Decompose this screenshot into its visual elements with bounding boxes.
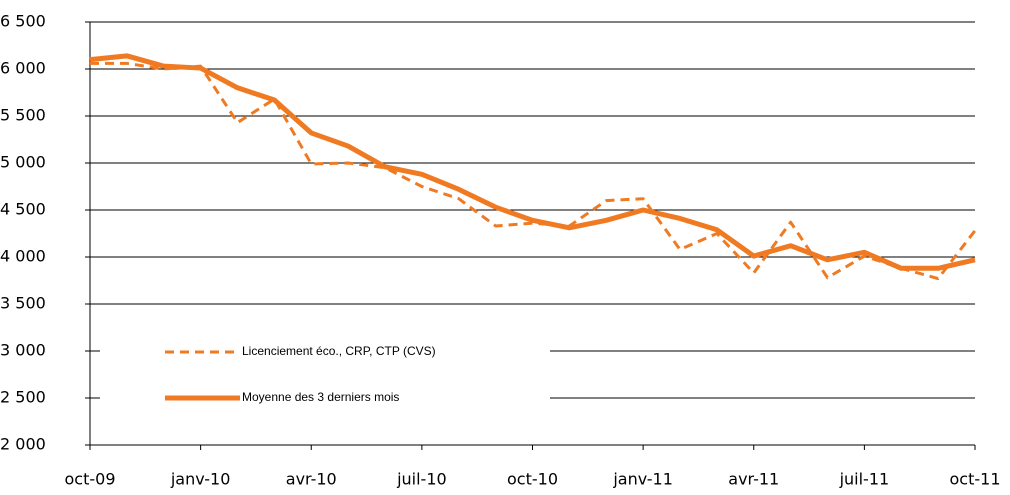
- y-tick-label: 2 000: [0, 435, 46, 454]
- x-tick-label: oct-11: [950, 470, 1001, 489]
- x-tick-label: oct-10: [507, 470, 558, 489]
- y-tick-label: 3 000: [0, 341, 46, 360]
- y-tick-label: 6 500: [0, 12, 46, 31]
- line-series: [90, 61, 977, 281]
- y-tick-label: 3 500: [0, 294, 46, 313]
- y-tick-label: 2 500: [0, 388, 46, 407]
- legend-label: Moyenne des 3 derniers mois: [242, 390, 399, 404]
- y-tick-label: 5 000: [0, 153, 46, 172]
- y-tick-label: 4 000: [0, 247, 46, 266]
- x-tick-label: oct-09: [65, 470, 116, 489]
- x-tick-label: avr-11: [728, 470, 779, 489]
- x-tick-label: juil-10: [396, 470, 447, 489]
- legend-label: Licenciement éco., CRP, CTP (CVS): [242, 344, 436, 358]
- y-tick-label: 4 500: [0, 200, 46, 219]
- x-tick-label: janv-11: [612, 470, 673, 489]
- x-tick-label: avr-10: [286, 470, 337, 489]
- legend-background: [100, 335, 550, 420]
- y-tick-label: 6 000: [0, 59, 46, 78]
- x-tick-label: janv-10: [170, 470, 231, 489]
- x-tick-label: juil-11: [839, 470, 890, 489]
- line-series: [89, 53, 976, 271]
- y-tick-label: 5 500: [0, 106, 46, 125]
